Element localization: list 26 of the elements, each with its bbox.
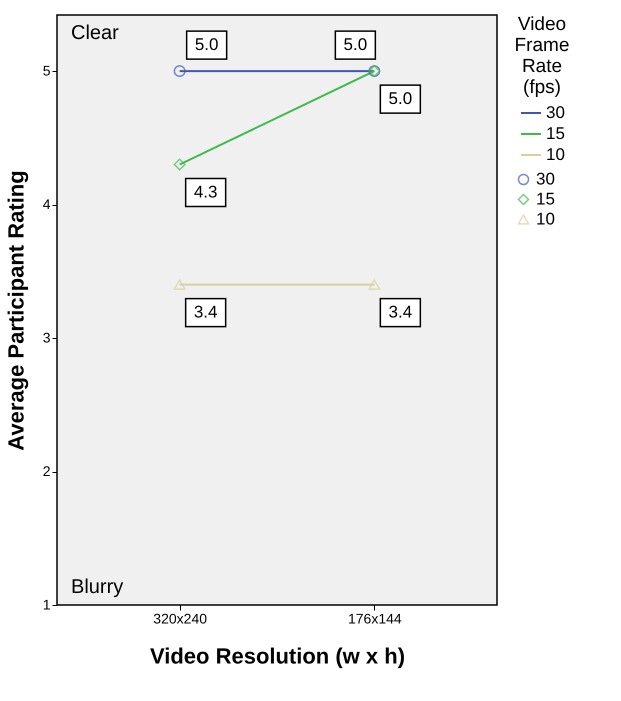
text: 30 (536, 170, 555, 188)
y-tick-label: 2 (42, 463, 51, 480)
text: 10 (546, 145, 565, 164)
data-label: 3.4 (194, 302, 218, 322)
annotation: Blurry (71, 576, 124, 598)
legend-title: Video Frame Rate (fps) (514, 14, 570, 98)
y-tick-label: 3 (42, 330, 51, 346)
point (174, 65, 186, 78)
text: 15 (546, 124, 565, 143)
y-tick-label: 4 (42, 196, 51, 212)
y-axis-title: Average Participant Rating (4, 170, 29, 451)
data-label: 4.3 (194, 182, 218, 202)
y-tick-label: 1 (42, 596, 51, 612)
x-axis-title: Video Resolution (w x h) (150, 644, 406, 668)
legend-label: 30 (546, 103, 565, 122)
x-tick-label: 176x144 (348, 610, 402, 626)
data-label: 5.0 (344, 35, 368, 54)
y-tick-label: 5 (42, 62, 51, 79)
data-label: 5.0 (388, 89, 412, 108)
annotation: Clear (71, 22, 120, 44)
data-label: 3.4 (388, 302, 412, 322)
legend-label: 10 (536, 210, 555, 228)
data-label: 5.0 (194, 35, 218, 54)
legend-label: 15 (536, 190, 555, 208)
point (174, 158, 186, 170)
x-tick-label: 320x240 (153, 610, 208, 626)
